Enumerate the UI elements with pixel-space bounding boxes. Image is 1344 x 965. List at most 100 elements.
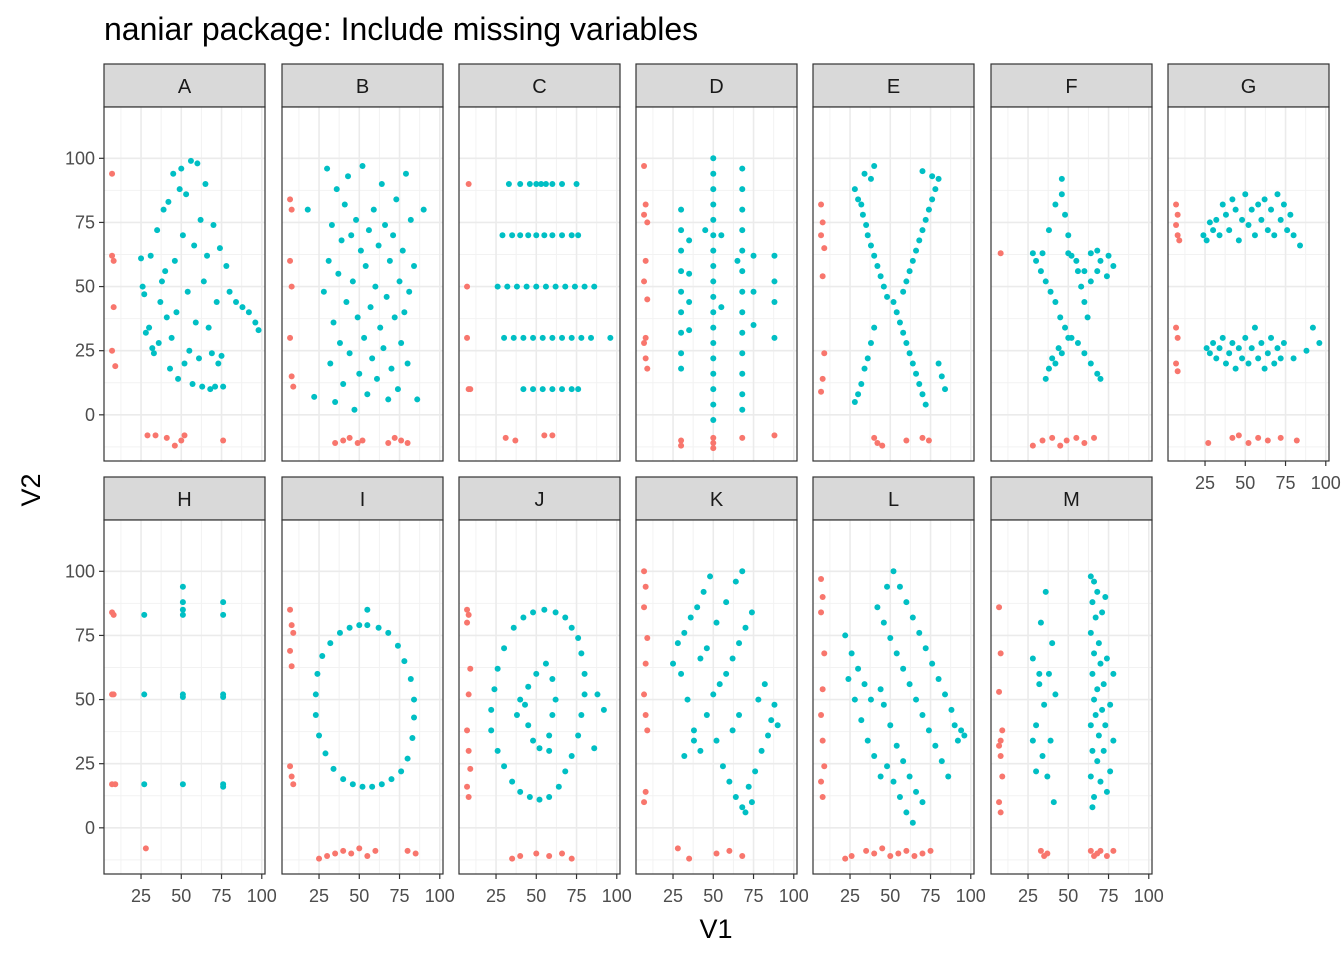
data-point (880, 619, 887, 626)
data-point-missing (818, 232, 825, 239)
data-point (501, 763, 508, 770)
data-point-missing (641, 691, 648, 698)
data-point (687, 614, 694, 621)
data-point (192, 319, 199, 326)
data-point (552, 283, 559, 290)
data-point (179, 599, 186, 606)
x-tick-label: 50 (1058, 886, 1078, 906)
data-point (205, 324, 212, 331)
data-point (1091, 696, 1098, 703)
x-tick-label: 25 (1018, 886, 1038, 906)
data-point-missing (541, 432, 548, 439)
data-point (713, 619, 720, 626)
data-point (1094, 588, 1101, 595)
data-point (1094, 247, 1101, 254)
data-point (573, 180, 580, 187)
data-point (341, 201, 348, 208)
data-point-missing (996, 688, 1003, 695)
facet-panel-l: L 25 50 75 100 (812, 476, 986, 906)
data-point-missing (1091, 434, 1098, 441)
data-point (925, 206, 932, 213)
data-point (686, 237, 693, 244)
data-point-missing (641, 278, 648, 285)
data-point-missing (819, 219, 826, 226)
data-point (1229, 196, 1236, 203)
facet-panel-i: I 25 50 75 100 (281, 476, 455, 906)
data-point (525, 232, 532, 239)
data-point (867, 242, 874, 249)
data-point-missing (925, 437, 932, 444)
data-point (742, 809, 749, 816)
data-point (165, 198, 172, 205)
panel-border (103, 106, 266, 462)
data-point (568, 753, 575, 759)
data-point (1097, 778, 1104, 785)
data-point (362, 263, 369, 270)
data-point (1110, 737, 1117, 744)
facet-strip-label: L (888, 489, 899, 511)
data-point-missing (1087, 847, 1094, 854)
data-point-missing (290, 629, 297, 636)
data-point (1029, 250, 1036, 257)
data-point-missing (821, 350, 828, 357)
facet-strip (281, 63, 444, 108)
data-point-missing (110, 691, 117, 698)
data-point (1277, 216, 1284, 223)
data-point (848, 650, 855, 657)
data-point (877, 773, 884, 780)
data-point (919, 799, 926, 806)
data-point (884, 763, 891, 770)
data-point (710, 416, 717, 423)
data-point (871, 753, 878, 759)
data-point (761, 681, 768, 688)
y-tick-label: 0 (85, 818, 95, 838)
data-point (533, 180, 540, 187)
data-point-missing (919, 434, 926, 441)
data-point (1280, 340, 1287, 346)
data-point-missing (879, 845, 886, 852)
data-point-missing (999, 727, 1006, 734)
data-point (1089, 599, 1096, 606)
data-point (394, 386, 401, 393)
data-point (710, 278, 717, 285)
data-point (932, 742, 939, 749)
data-point (678, 365, 685, 372)
data-point (324, 165, 331, 172)
data-point-missing (819, 375, 826, 382)
data-point (851, 399, 858, 405)
data-point (670, 660, 677, 667)
data-point (864, 737, 871, 744)
data-point (929, 196, 936, 203)
data-point (1044, 773, 1051, 780)
data-point (581, 283, 588, 290)
y-tick-label: 100 (65, 148, 95, 168)
data-point-missing (644, 296, 651, 303)
data-point (697, 747, 704, 754)
data-point-missing (644, 727, 651, 734)
data-point (494, 665, 501, 672)
data-point (160, 206, 167, 213)
data-point (154, 227, 161, 234)
data-point-missing (903, 437, 910, 444)
data-point (896, 319, 903, 326)
data-point (938, 373, 945, 380)
data-point (372, 283, 379, 290)
data-point (1103, 273, 1110, 280)
data-point (568, 386, 575, 393)
data-point (903, 340, 910, 346)
data-point-missing (818, 388, 825, 395)
data-point (494, 747, 501, 754)
data-point (1102, 722, 1109, 729)
data-point (1033, 722, 1040, 729)
data-point-missing (288, 773, 295, 780)
data-point (233, 298, 240, 305)
data-point-missing (359, 437, 366, 444)
data-point (919, 227, 926, 234)
data-point-missing (996, 604, 1003, 611)
panel-border (990, 519, 1153, 875)
data-point-missing (568, 855, 575, 862)
data-point (1271, 232, 1278, 239)
facet-strip (281, 476, 444, 521)
data-point-missing (997, 650, 1004, 657)
data-point-missing (819, 686, 826, 693)
